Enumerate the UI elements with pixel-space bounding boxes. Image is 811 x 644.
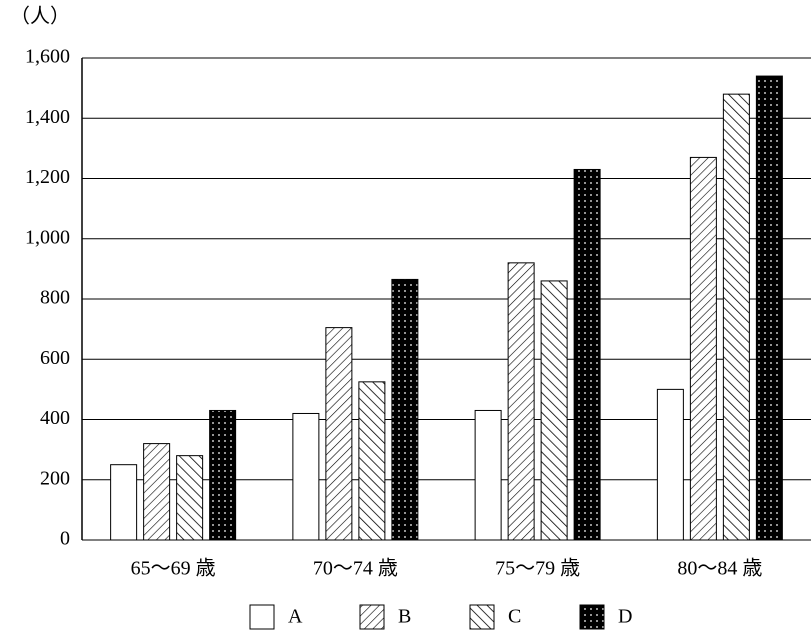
x-tick-label: 65～69 歳	[131, 557, 216, 580]
y-tick-label: 1,600	[25, 46, 70, 68]
bar	[358, 381, 386, 541]
y-tick-label: 200	[40, 467, 70, 489]
y-tick-label: 1,200	[25, 166, 70, 188]
bar	[292, 412, 320, 541]
legend-label: B	[398, 606, 411, 628]
legend-swatch	[579, 604, 605, 630]
bar	[722, 93, 750, 541]
legend-label: C	[508, 606, 521, 628]
bar	[176, 455, 204, 541]
bar	[540, 280, 568, 541]
legend-swatch	[469, 604, 495, 630]
y-tick-label: 800	[40, 287, 70, 309]
y-tick-label: 1,000	[25, 226, 70, 248]
y-tick-label: 600	[40, 347, 70, 369]
x-tick-label: 70～74 歳	[313, 557, 398, 580]
bar	[325, 327, 353, 541]
y-axis-label: （人）	[10, 5, 70, 28]
bar	[110, 464, 138, 541]
x-tick-label: 80～84 歳	[677, 557, 762, 580]
bar	[143, 443, 171, 541]
bar	[573, 168, 601, 541]
bar	[689, 156, 717, 541]
bar	[474, 409, 502, 541]
legend-label: D	[618, 606, 632, 628]
x-tick-label: 75～79 歳	[495, 557, 580, 580]
legend-swatch	[249, 604, 275, 630]
y-tick-label: 0	[60, 528, 70, 550]
y-tick-label: 400	[40, 407, 70, 429]
legend-label: A	[288, 606, 303, 628]
bar	[209, 409, 237, 541]
bar	[507, 262, 535, 541]
bar	[391, 278, 419, 541]
legend-swatch	[359, 604, 385, 630]
bar	[656, 388, 684, 541]
bar	[755, 75, 783, 541]
y-tick-label: 1,400	[25, 106, 70, 128]
